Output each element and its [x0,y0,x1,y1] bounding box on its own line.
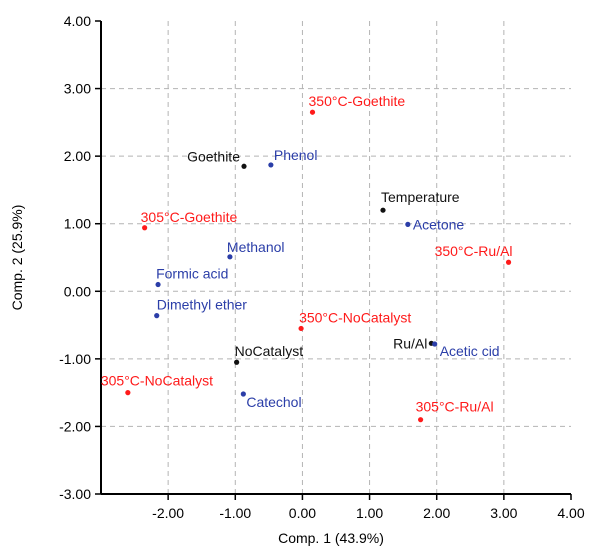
point-label: Temperature [381,189,460,205]
data-point [240,391,246,397]
data-point [155,281,161,288]
data-point [418,417,424,423]
y-tick-label: 2.00 [64,148,91,164]
point-label: Acetone [413,216,465,232]
data-points: 350°C-Goethite Goethite Phenol Temperature A… [101,93,513,423]
y-axis-title: Comp. 2 (25.9%) [9,205,25,311]
point-label: Dimethyl ether [157,297,248,313]
y-tick-label: 1.00 [64,216,91,232]
point-label: Catechol [246,394,301,410]
point-label: 350°C-NoCatalyst [299,309,411,325]
x-tick-label: -1.00 [219,505,251,521]
x-tick-label: 2.00 [423,505,450,521]
y-tick-label: 0.00 [64,283,91,299]
point-label: 305°C-Goethite [141,209,238,225]
y-tick-label: -1.00 [59,351,91,367]
x-tick-label: 0.00 [289,505,316,521]
data-point [227,254,233,260]
point-label: 350°C-Ru/Al [435,243,513,259]
point-label: Ru/Al [393,335,427,351]
point-label: Goethite [187,148,240,164]
data-point [241,163,247,169]
x-axis-title: Comp. 1 (43.9%) [278,530,384,546]
data-point [405,221,411,227]
data-point [309,109,316,115]
axes [95,20,572,500]
data-point [298,325,304,332]
data-point [125,390,131,396]
x-tick-label: -2.00 [152,505,184,521]
point-label: Phenol [274,147,318,163]
data-point [432,341,438,347]
y-tick-label: -3.00 [59,486,91,502]
x-tick-label: 1.00 [356,505,383,521]
y-tick-label: 4.00 [64,13,91,29]
point-label: NoCatalyst [235,343,304,359]
point-label: 305°C-Ru/Al [416,399,494,415]
point-label: Methanol [227,239,285,255]
y-tick-label: -2.00 [59,418,91,434]
data-point [268,162,274,168]
point-label: 350°C-Goethite [309,93,406,109]
grid-lines [101,21,571,494]
y-tick-label: 3.00 [64,81,91,97]
point-label: 305°C-NoCatalyst [101,373,213,389]
x-tick-label: 3.00 [490,505,517,521]
data-point [142,225,148,231]
tick-labels: -3.00 -2.00 -1.00 0.00 1.00 2.00 3.00 4.00 -2.00… [59,13,585,521]
point-label: Formic acid [156,266,228,282]
data-point [234,359,240,365]
data-point [380,207,386,213]
x-tick-label: 4.00 [557,505,584,521]
point-label: Acetic cid [440,343,500,359]
data-point [154,313,160,319]
data-point [505,259,512,265]
